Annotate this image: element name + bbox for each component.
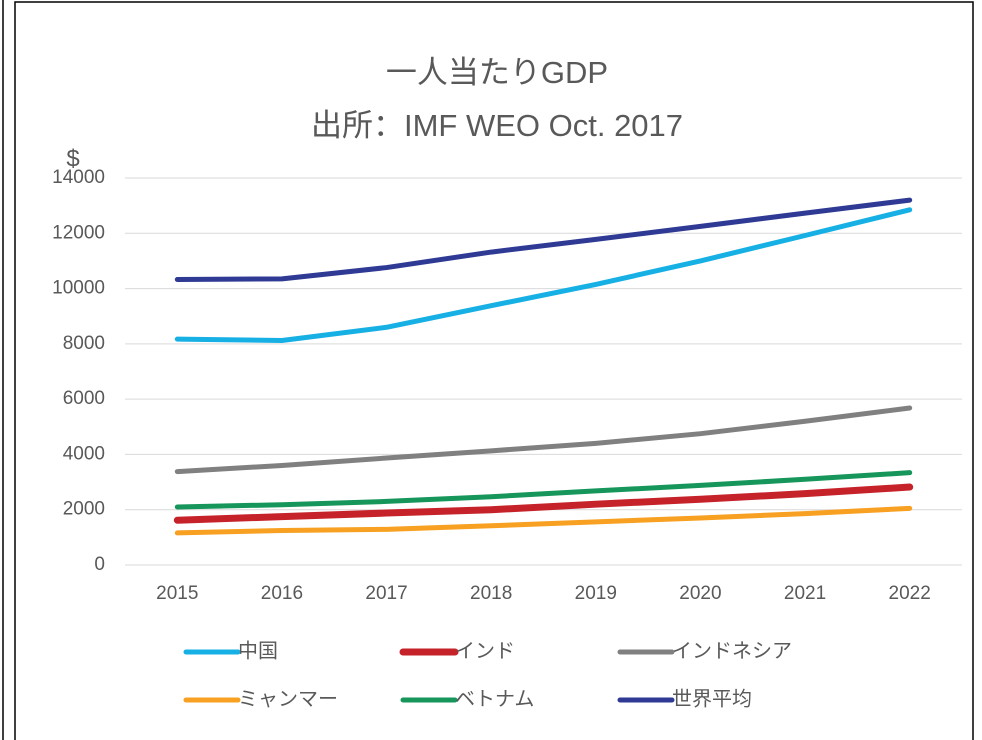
chart-title: 一人当たりGDP [386, 55, 608, 90]
legend-label: インド [455, 639, 515, 663]
series-line [173, 483, 914, 524]
x-tick-label: 2015 [156, 583, 198, 604]
y-tick-label: 10000 [52, 278, 105, 299]
y-tick-label: 4000 [63, 443, 105, 464]
x-tick-label: 2016 [261, 583, 303, 604]
chart-frame [14, 1, 974, 740]
series-line [174, 405, 913, 475]
x-tick-label: 2022 [889, 583, 931, 604]
x-tick-label: 2020 [679, 583, 721, 604]
legend-label: 世界平均 [672, 687, 752, 711]
y-tick-label: 6000 [63, 388, 105, 409]
y-tick-label: 12000 [52, 222, 105, 243]
legend-label: ミャンマー [238, 687, 338, 711]
x-tick-label: 2021 [784, 583, 826, 604]
x-tick-label: 2018 [470, 583, 512, 604]
series-line [174, 470, 913, 510]
series-line [174, 207, 913, 344]
chart-subtitle: 出所：IMF WEO Oct. 2017 [311, 108, 683, 143]
series-line [174, 197, 913, 282]
legend-label: インドネシア [672, 639, 792, 663]
y-tick-label: 8000 [63, 333, 105, 354]
legend-label: ベトナム [455, 687, 534, 711]
x-tick-label: 2017 [365, 583, 407, 604]
y-tick-label: 2000 [63, 499, 105, 520]
y-tick-label: 14000 [52, 167, 105, 188]
x-tick-label: 2019 [575, 583, 617, 604]
series-line [174, 505, 913, 536]
y-tick-label: 0 [94, 554, 105, 575]
y-axis-label: $ [66, 145, 79, 172]
legend-label: 中国 [238, 639, 278, 663]
